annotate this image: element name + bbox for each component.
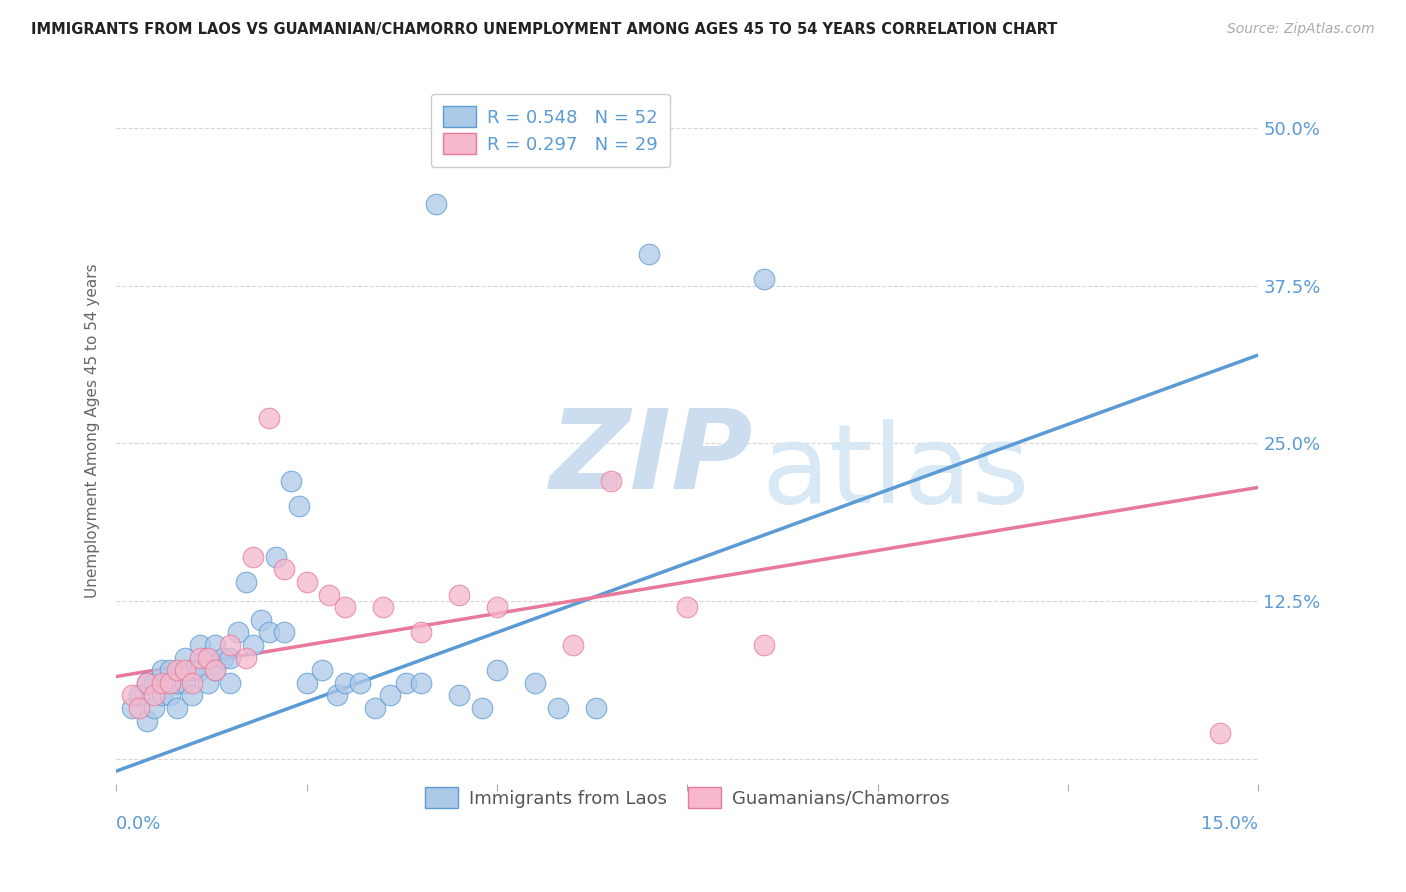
- Point: [188, 650, 211, 665]
- Point: [471, 701, 494, 715]
- Point: [143, 701, 166, 715]
- Point: [547, 701, 569, 715]
- Point: [409, 625, 432, 640]
- Text: Source: ZipAtlas.com: Source: ZipAtlas.com: [1227, 22, 1375, 37]
- Point: [219, 650, 242, 665]
- Text: 15.0%: 15.0%: [1202, 815, 1258, 833]
- Point: [562, 638, 585, 652]
- Point: [188, 638, 211, 652]
- Point: [204, 638, 226, 652]
- Point: [349, 676, 371, 690]
- Point: [188, 663, 211, 677]
- Point: [364, 701, 387, 715]
- Point: [135, 676, 157, 690]
- Point: [318, 588, 340, 602]
- Point: [425, 196, 447, 211]
- Point: [485, 600, 508, 615]
- Point: [219, 676, 242, 690]
- Point: [173, 650, 195, 665]
- Point: [394, 676, 416, 690]
- Point: [1209, 726, 1232, 740]
- Point: [159, 676, 181, 690]
- Point: [135, 714, 157, 728]
- Point: [128, 689, 150, 703]
- Y-axis label: Unemployment Among Ages 45 to 54 years: Unemployment Among Ages 45 to 54 years: [86, 263, 100, 598]
- Point: [235, 574, 257, 589]
- Point: [752, 638, 775, 652]
- Point: [264, 549, 287, 564]
- Point: [295, 676, 318, 690]
- Point: [447, 588, 470, 602]
- Point: [242, 549, 264, 564]
- Point: [752, 272, 775, 286]
- Point: [150, 676, 173, 690]
- Point: [273, 625, 295, 640]
- Point: [128, 701, 150, 715]
- Point: [326, 689, 349, 703]
- Point: [219, 638, 242, 652]
- Point: [371, 600, 394, 615]
- Point: [585, 701, 607, 715]
- Point: [181, 663, 204, 677]
- Point: [676, 600, 699, 615]
- Text: ZIP: ZIP: [550, 405, 754, 512]
- Point: [135, 676, 157, 690]
- Point: [638, 247, 661, 261]
- Point: [173, 676, 195, 690]
- Point: [288, 500, 311, 514]
- Text: IMMIGRANTS FROM LAOS VS GUAMANIAN/CHAMORRO UNEMPLOYMENT AMONG AGES 45 TO 54 YEAR: IMMIGRANTS FROM LAOS VS GUAMANIAN/CHAMOR…: [31, 22, 1057, 37]
- Legend: Immigrants from Laos, Guamanians/Chamorros: Immigrants from Laos, Guamanians/Chamorr…: [416, 778, 959, 817]
- Point: [485, 663, 508, 677]
- Point: [143, 689, 166, 703]
- Point: [311, 663, 333, 677]
- Point: [380, 689, 402, 703]
- Point: [447, 689, 470, 703]
- Point: [197, 650, 219, 665]
- Point: [235, 650, 257, 665]
- Text: atlas: atlas: [762, 419, 1031, 526]
- Point: [295, 574, 318, 589]
- Point: [121, 701, 143, 715]
- Point: [333, 600, 356, 615]
- Point: [409, 676, 432, 690]
- Point: [181, 676, 204, 690]
- Point: [150, 689, 173, 703]
- Point: [166, 663, 188, 677]
- Point: [524, 676, 547, 690]
- Point: [226, 625, 249, 640]
- Point: [212, 650, 235, 665]
- Point: [150, 663, 173, 677]
- Point: [166, 701, 188, 715]
- Point: [143, 676, 166, 690]
- Point: [250, 613, 273, 627]
- Text: 0.0%: 0.0%: [117, 815, 162, 833]
- Point: [204, 663, 226, 677]
- Point: [159, 689, 181, 703]
- Point: [197, 650, 219, 665]
- Point: [242, 638, 264, 652]
- Point: [173, 663, 195, 677]
- Point: [121, 689, 143, 703]
- Point: [280, 474, 302, 488]
- Point: [204, 663, 226, 677]
- Point: [159, 663, 181, 677]
- Point: [166, 676, 188, 690]
- Point: [273, 562, 295, 576]
- Point: [333, 676, 356, 690]
- Point: [181, 689, 204, 703]
- Point: [197, 676, 219, 690]
- Point: [257, 625, 280, 640]
- Point: [257, 411, 280, 425]
- Point: [600, 474, 623, 488]
